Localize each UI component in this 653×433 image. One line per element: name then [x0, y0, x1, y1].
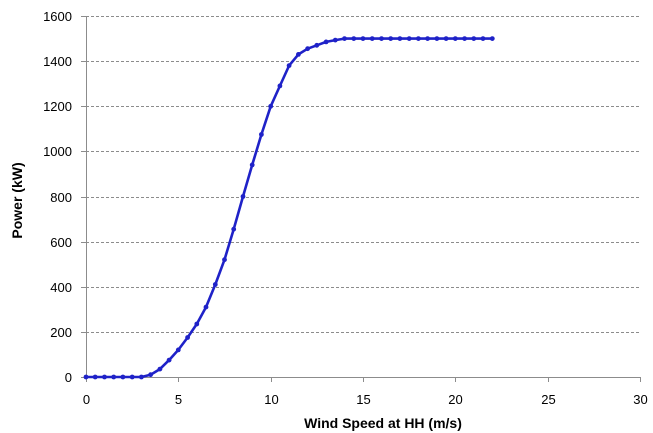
data-point [120, 374, 126, 380]
data-point [323, 39, 329, 45]
data-point [129, 374, 135, 380]
gridlines [86, 16, 640, 333]
data-point [434, 36, 440, 41]
data-point [231, 226, 237, 232]
x-tick-label-30: 30 [633, 392, 647, 407]
data-point [175, 347, 181, 353]
y-tick-label-600: 600 [50, 235, 72, 250]
series-line-0 [86, 37, 493, 379]
y-tick-label-400: 400 [50, 280, 72, 295]
data-point [203, 304, 209, 310]
data-point [462, 36, 467, 41]
data-point [83, 374, 89, 380]
data-point [416, 36, 421, 41]
x-tick-label-10: 10 [264, 392, 278, 407]
y-tick-label-1000: 1000 [43, 144, 72, 159]
data-point [222, 257, 227, 263]
data-point [360, 36, 366, 41]
data-point [471, 36, 477, 41]
series-group [83, 36, 495, 380]
data-point [249, 162, 255, 168]
data-point [102, 374, 107, 380]
data-point [92, 374, 98, 380]
y-tick-label-800: 800 [50, 190, 72, 205]
data-point [148, 372, 154, 378]
y-tick-label-1400: 1400 [43, 54, 72, 69]
axes [81, 16, 641, 382]
y-tick-label-1200: 1200 [43, 99, 72, 114]
data-point [369, 36, 375, 41]
data-point [314, 42, 320, 48]
y-tick-label-200: 200 [50, 325, 72, 340]
data-point [157, 366, 163, 372]
x-tick-label-0: 0 [83, 392, 90, 407]
x-tick-label-15: 15 [356, 392, 370, 407]
x-tick-label-5: 5 [175, 392, 182, 407]
data-point [111, 374, 117, 380]
data-point [286, 63, 292, 68]
data-point [194, 321, 200, 327]
data-point [489, 36, 495, 41]
data-point [139, 374, 144, 380]
data-point [259, 132, 264, 137]
y-tick-label-1600: 1600 [43, 9, 72, 24]
y-axis-title: Power (kW) [9, 162, 25, 238]
data-point [212, 282, 218, 287]
data-point [480, 36, 486, 41]
data-point [277, 83, 283, 89]
data-point [388, 36, 394, 41]
data-point [443, 36, 449, 41]
data-point [332, 37, 338, 43]
y-tick-labels: 0 200 400 600 800 1000 1200 1400 1600 [43, 9, 72, 385]
data-point [351, 36, 357, 41]
x-axis-title: Wind Speed at HH (m/s) [304, 415, 462, 431]
data-point [397, 36, 403, 41]
y-tick-label-0: 0 [65, 370, 72, 385]
data-point [342, 36, 347, 41]
data-point [305, 46, 310, 52]
data-point [452, 36, 458, 41]
data-point [425, 36, 430, 41]
data-point [185, 335, 191, 340]
data-point [379, 36, 384, 41]
x-tick-label-20: 20 [448, 392, 462, 407]
data-point [166, 357, 172, 363]
x-tick-label-25: 25 [541, 392, 555, 407]
x-tick-labels: 0 5 10 15 20 25 30 [83, 392, 648, 407]
data-point [240, 194, 246, 199]
data-point [268, 103, 274, 109]
data-point [296, 52, 301, 57]
data-point [406, 36, 412, 41]
